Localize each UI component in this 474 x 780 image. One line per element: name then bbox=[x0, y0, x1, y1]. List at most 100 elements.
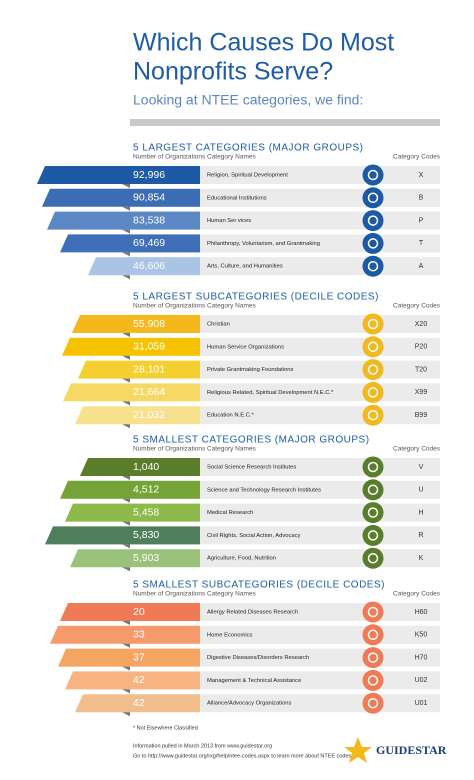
icon-glyph bbox=[367, 215, 379, 226]
ribbon-fold bbox=[122, 275, 130, 280]
ribbon-fold bbox=[122, 184, 130, 188]
icon bbox=[362, 255, 384, 277]
column-label: Category Codes bbox=[393, 591, 441, 598]
icon-glyph bbox=[367, 409, 379, 421]
category-code: U02 bbox=[415, 677, 428, 684]
ribbon bbox=[50, 625, 130, 644]
ribbon-fold bbox=[122, 498, 130, 503]
category-name: Education N.E.C.* bbox=[207, 413, 254, 419]
ribbon bbox=[62, 337, 130, 356]
icon-glyph bbox=[367, 697, 379, 709]
count: 5,830 bbox=[133, 529, 159, 541]
category-code: R bbox=[418, 532, 423, 539]
column-label: Category Names bbox=[207, 154, 257, 161]
count: 90,854 bbox=[133, 192, 165, 204]
count-box bbox=[128, 603, 200, 621]
subtitle: Looking at NTEE categories, we find: bbox=[133, 92, 363, 108]
icon bbox=[362, 502, 384, 524]
ribbon bbox=[37, 166, 130, 184]
count-box bbox=[128, 503, 200, 522]
category-code: V bbox=[419, 464, 424, 471]
count: 37 bbox=[133, 651, 145, 663]
category-code: B99 bbox=[415, 412, 428, 419]
count: 55,908 bbox=[133, 318, 165, 330]
ribbon bbox=[72, 315, 130, 333]
ribbon-fold bbox=[122, 401, 130, 406]
count-box bbox=[128, 211, 200, 230]
column-label: Number of Organizations bbox=[133, 303, 206, 310]
icon-glyph bbox=[367, 318, 379, 330]
ribbon-fold bbox=[122, 252, 130, 257]
count-box bbox=[128, 671, 200, 690]
count-box bbox=[128, 234, 200, 253]
category-code: K bbox=[419, 555, 424, 562]
category-name: Digestive Diseases/Disorders Research bbox=[207, 655, 309, 661]
ribbon bbox=[65, 503, 130, 522]
icon-glyph bbox=[367, 652, 379, 663]
ribbon bbox=[75, 694, 130, 713]
ribbon bbox=[80, 458, 130, 476]
ribbon-fold bbox=[122, 378, 130, 383]
ribbon-fold bbox=[122, 229, 130, 234]
icon-glyph bbox=[367, 169, 379, 181]
column-label: Number of Organizations bbox=[133, 154, 206, 161]
category-name: Human Ser vices bbox=[207, 218, 251, 224]
category-code: T bbox=[419, 240, 424, 247]
category-name: Alliance/Advocacy Organizations bbox=[207, 701, 292, 707]
ribbon bbox=[78, 360, 130, 379]
ribbon bbox=[60, 480, 130, 499]
column-label: Number of Organizations bbox=[133, 446, 206, 453]
icon bbox=[362, 232, 384, 254]
count: 20 bbox=[133, 606, 145, 618]
icon bbox=[362, 359, 384, 381]
icon-glyph bbox=[367, 629, 379, 641]
count-box bbox=[128, 458, 200, 476]
icon bbox=[362, 479, 384, 501]
ribbon-fold bbox=[122, 567, 130, 572]
count-box bbox=[128, 406, 200, 425]
count: 69,469 bbox=[133, 237, 165, 249]
section-heading: 5 SMALLEST CATEGORIES (MAJOR GROUPS) bbox=[133, 435, 370, 446]
category-code: B bbox=[419, 195, 424, 202]
logo: GUIDESTAR bbox=[376, 743, 447, 757]
icon bbox=[362, 313, 384, 335]
ribbon bbox=[47, 211, 130, 230]
category-name: Social Science Research Institutes bbox=[207, 465, 296, 471]
icon-glyph bbox=[367, 238, 379, 249]
category-name: Private Grantmaking Foundations bbox=[207, 367, 293, 373]
icon-glyph bbox=[367, 387, 379, 398]
category-name: Science and Technology Research Institut… bbox=[207, 487, 321, 493]
icon bbox=[362, 404, 384, 426]
icon-glyph bbox=[367, 341, 379, 353]
category-name: Religion, Spiritual Development bbox=[207, 173, 288, 179]
ribbon-fold bbox=[122, 621, 130, 625]
count: 92,996 bbox=[133, 169, 165, 181]
icon-glyph bbox=[367, 606, 379, 618]
ribbon-fold bbox=[122, 355, 130, 360]
ribbon-fold bbox=[122, 643, 130, 648]
category-code: T20 bbox=[415, 366, 427, 373]
ribbon bbox=[42, 188, 130, 207]
category-name: Religious Related, Spiritual Development… bbox=[207, 390, 334, 396]
count-box bbox=[128, 526, 200, 545]
category-code: P bbox=[419, 217, 424, 224]
count-box bbox=[128, 257, 200, 276]
category-code: H70 bbox=[415, 654, 428, 661]
ribbon-fold bbox=[122, 521, 130, 526]
icon bbox=[362, 547, 384, 569]
icon bbox=[362, 336, 384, 358]
ribbon bbox=[65, 671, 130, 690]
title: Nonprofits Serve? bbox=[133, 58, 333, 86]
count: 28,101 bbox=[133, 363, 165, 375]
count: 46,606 bbox=[133, 260, 165, 272]
category-code: X99 bbox=[415, 389, 428, 396]
count: 21,032 bbox=[133, 409, 165, 421]
ribbon-fold bbox=[122, 476, 130, 480]
count: 33 bbox=[133, 629, 145, 641]
column-label: Category Names bbox=[207, 591, 257, 598]
ribbon-fold bbox=[122, 712, 130, 717]
icon-glyph bbox=[367, 461, 379, 473]
source: Information pulled in March 2013 from ww… bbox=[133, 743, 272, 749]
category-name: Agriculture, Food, Nutrition bbox=[207, 556, 276, 562]
logo-star bbox=[344, 737, 372, 763]
